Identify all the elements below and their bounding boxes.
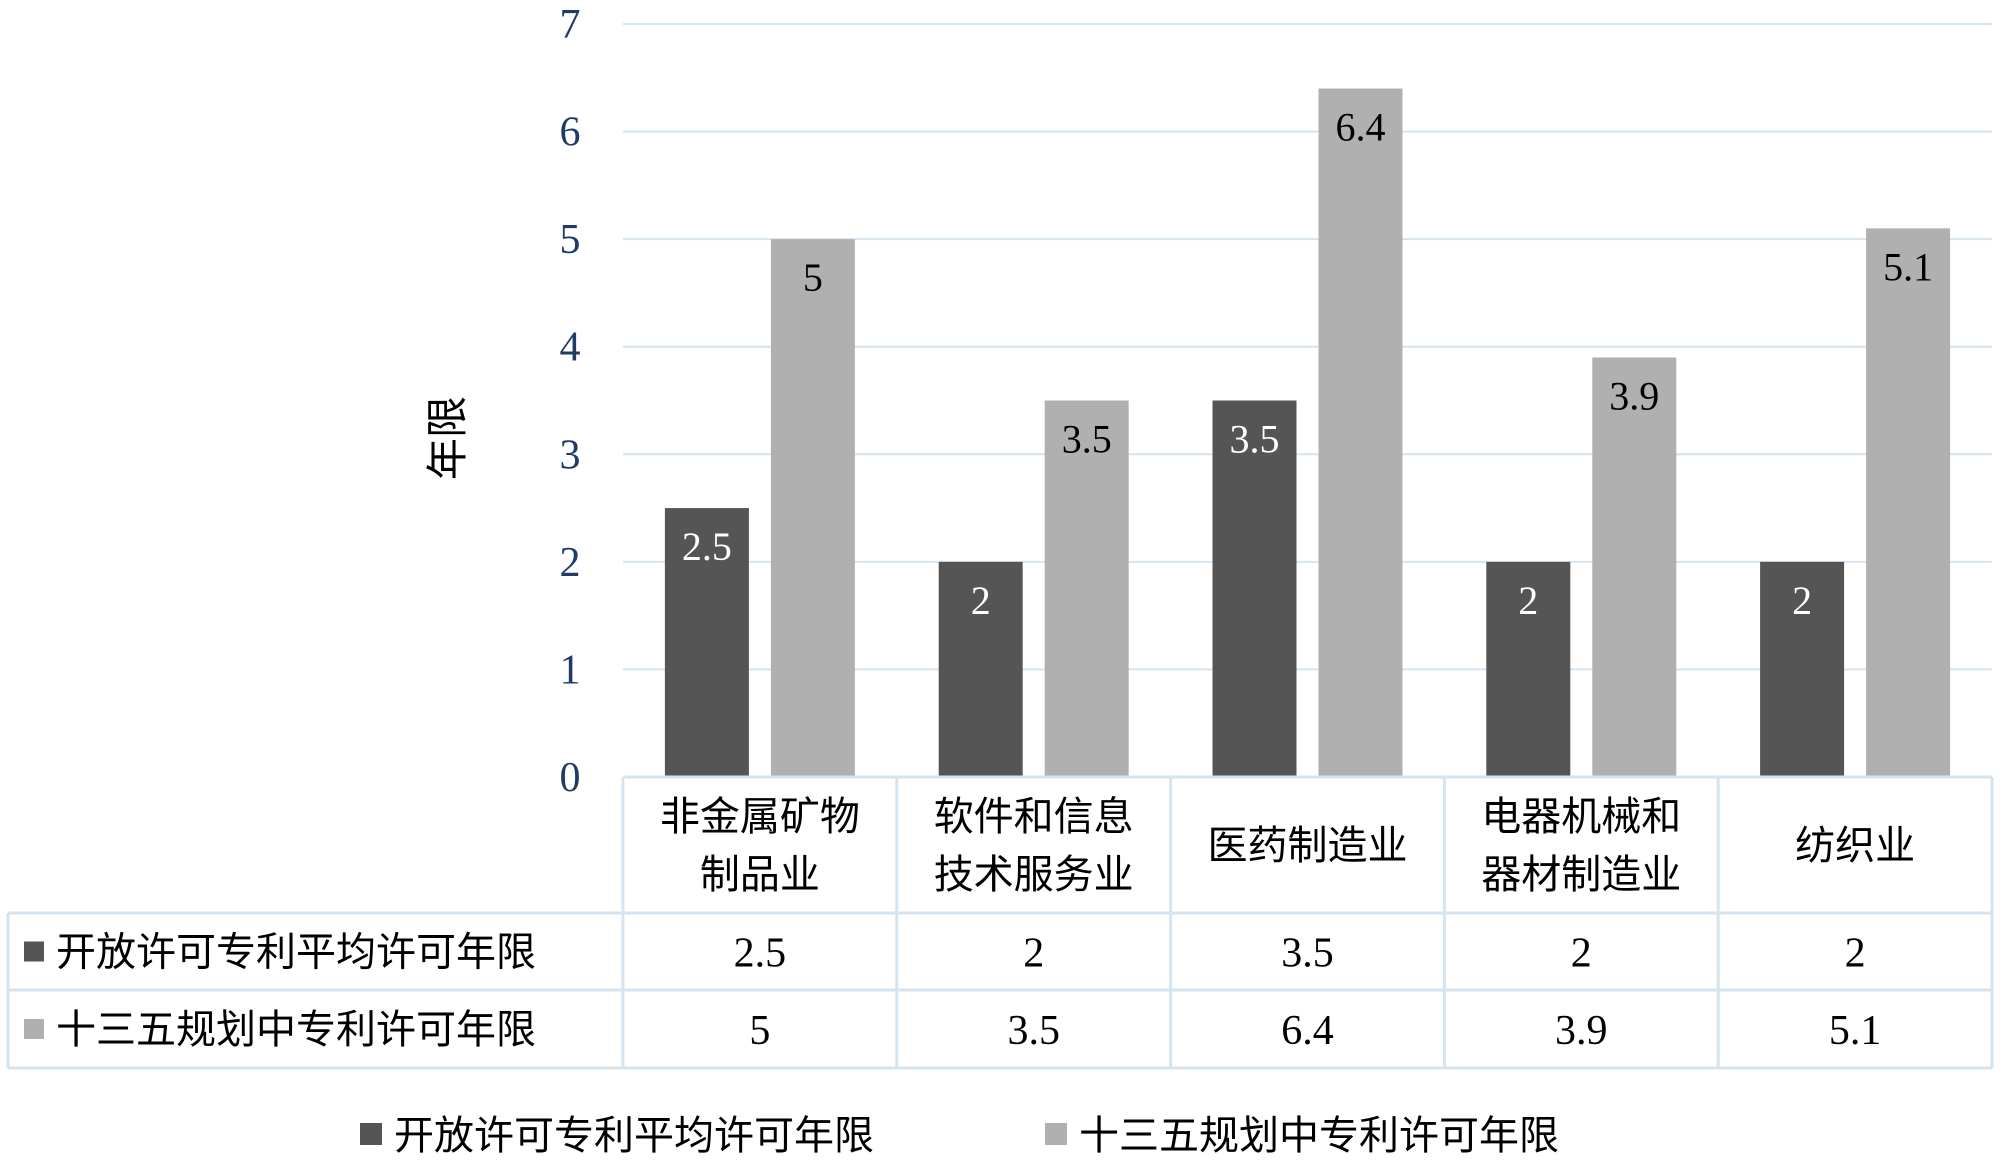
table-cell-value: 3.5 [1007,1008,1060,1054]
category-label: 制品业 [700,852,820,898]
category-label: 医药制造业 [1208,823,1408,869]
y-tick-label: 5 [560,217,581,263]
bar-plan [1318,88,1403,778]
bar-value-label: 2 [1792,578,1812,623]
category-label: 器材制造业 [1481,852,1681,898]
table-legend-key [24,941,44,962]
bar-open-license [664,508,749,777]
table-row-label: 十三五规划中专利许可年限 [56,1007,536,1053]
y-tick-label: 1 [560,647,581,693]
bar-plan [770,239,855,778]
bar-plan [1866,228,1951,777]
bar-open-license [938,561,1023,777]
table-cell-value: 6.4 [1281,1008,1334,1054]
bar-plan [1592,357,1677,777]
y-tick-label: 2 [560,540,581,586]
table-cell-value: 3.9 [1555,1008,1608,1054]
table-legend-key [24,1019,44,1039]
bar-value-label: 3.9 [1609,373,1659,418]
table-cell-value: 3.5 [1281,931,1334,977]
y-tick-label: 7 [560,2,581,48]
y-tick-label: 0 [560,755,581,801]
bar-value-label: 5 [803,255,823,300]
table-cell-value: 2 [1023,931,1044,977]
table-cell-value: 5.1 [1829,1008,1882,1054]
table-cell-value: 2 [1845,931,1866,977]
legend-label: 十三五规划中专利许可年限 [1079,1113,1559,1159]
y-axis-label: 年限 [423,396,472,480]
legend-key [1045,1123,1067,1145]
bar-open-license [1486,561,1571,777]
bar-value-label: 6.4 [1336,105,1386,150]
category-label: 软件和信息 [934,794,1134,840]
bar-open-license [1760,561,1845,777]
table-cell-value: 2.5 [734,931,787,977]
category-label: 技术服务业 [934,852,1134,898]
y-tick-label: 6 [560,110,581,156]
legend-key [360,1123,382,1145]
y-tick-label: 4 [560,325,581,371]
category-label: 纺织业 [1795,823,1915,869]
bar-value-label: 5.1 [1883,244,1933,289]
bar-value-label: 2 [1518,578,1538,623]
bar-value-label: 2.5 [682,524,732,569]
y-tick-label: 3 [560,432,581,478]
bar-value-label: 3.5 [1062,417,1112,462]
table-cell-value: 2 [1571,931,1592,977]
table-row-label: 开放许可专利平均许可年限 [56,930,536,976]
legend-label: 开放许可专利平均许可年限 [394,1113,874,1159]
table-cell-value: 5 [749,1008,770,1054]
bar-value-label: 3.5 [1230,417,1280,462]
bar-open-license [1212,400,1297,777]
category-label: 非金属矿物 [660,794,860,840]
bar-plan [1044,400,1129,777]
bar-value-label: 2 [971,578,991,623]
category-label: 电器机械和 [1481,794,1681,840]
